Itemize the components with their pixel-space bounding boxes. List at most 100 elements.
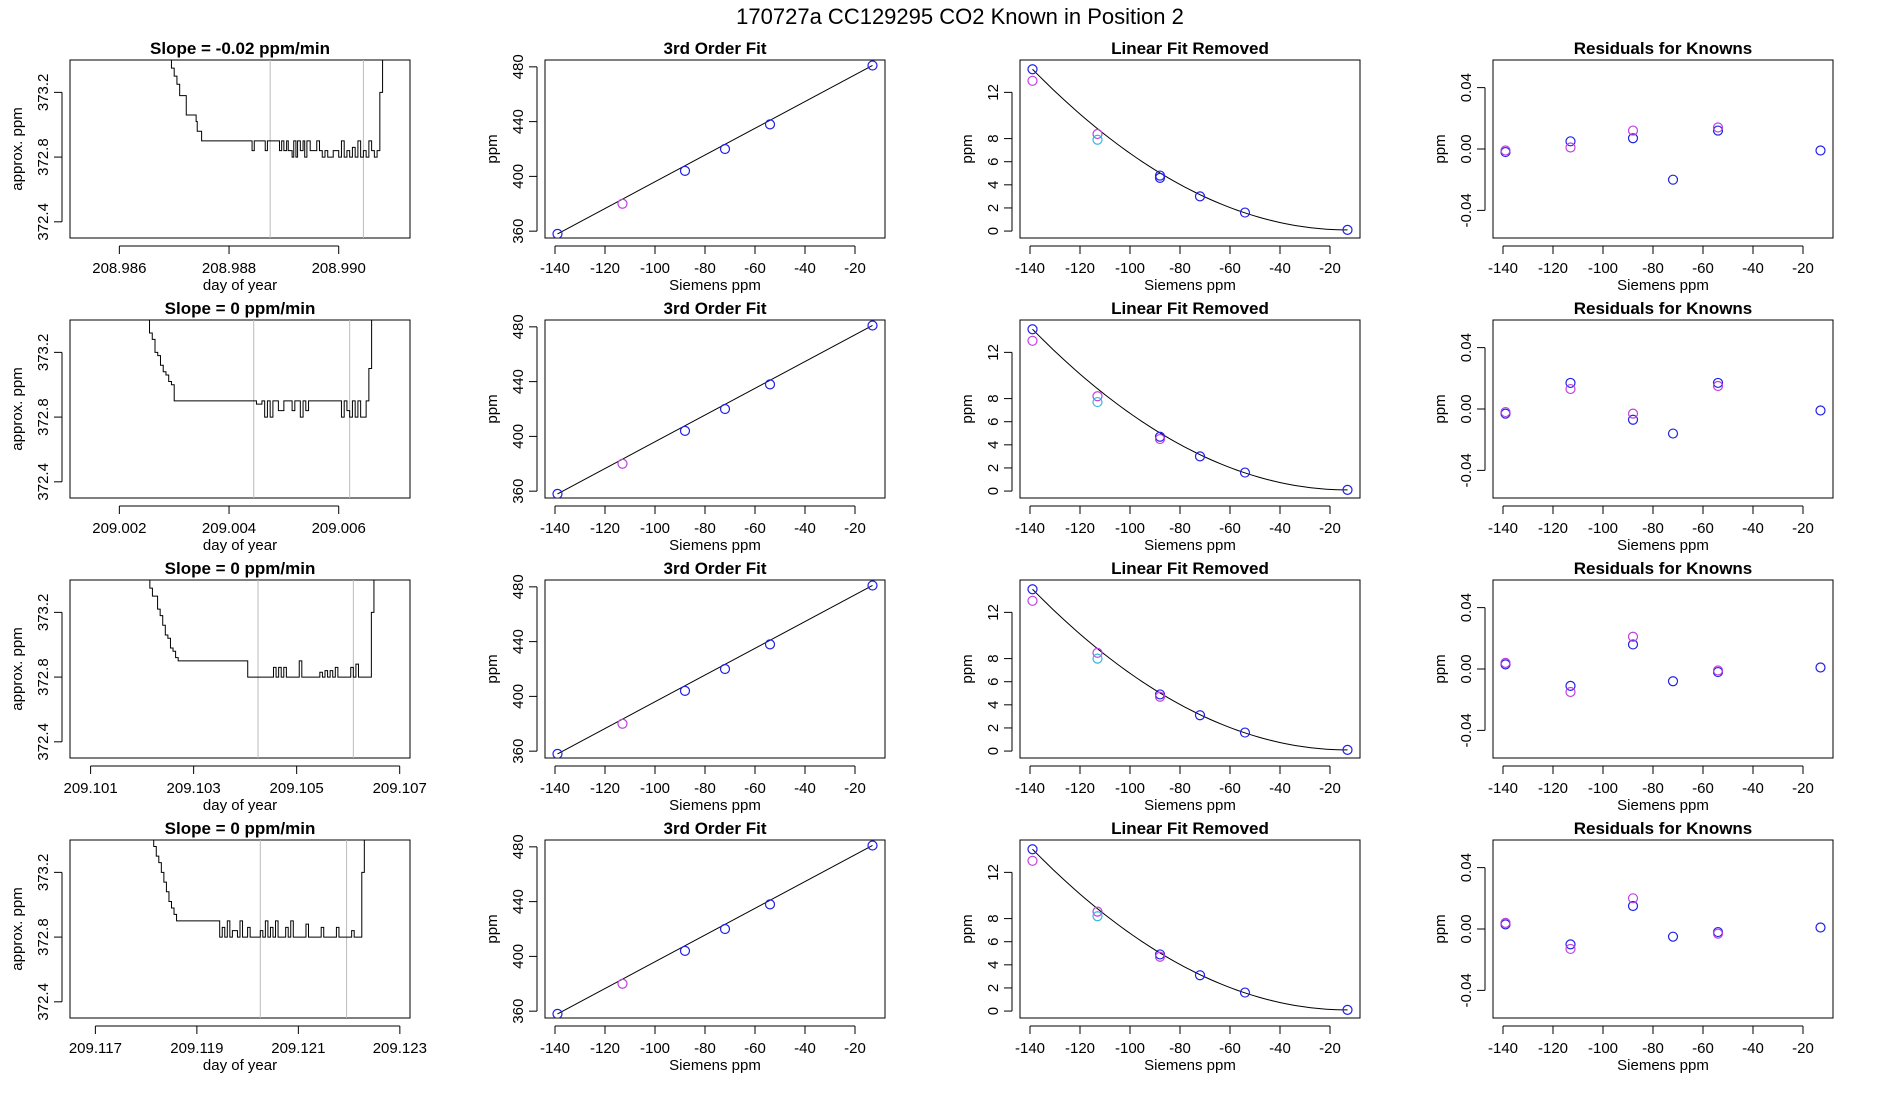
x-tick-label: -60 bbox=[1692, 260, 1714, 277]
panel-title: Linear Fit Removed bbox=[1111, 299, 1269, 318]
data-point-blue bbox=[1194, 710, 1206, 721]
data-point-blue bbox=[1667, 676, 1679, 687]
plot-frame bbox=[1492, 319, 1834, 499]
data-point-blue bbox=[719, 403, 731, 415]
panel-title: Residuals for Knowns bbox=[1574, 819, 1753, 838]
data-point-magenta bbox=[1092, 128, 1103, 140]
plot-area bbox=[1027, 584, 1353, 756]
x-tick-label: -80 bbox=[1169, 1040, 1191, 1057]
y-axis-label: ppm bbox=[484, 394, 501, 423]
y-tick-label: 373.2 bbox=[35, 74, 52, 112]
x-axis-label: Siemens ppm bbox=[669, 1057, 761, 1074]
y-tick-label: 2 bbox=[985, 204, 1002, 212]
y-tick-label: 0.00 bbox=[1458, 654, 1475, 683]
data-point-blue bbox=[1627, 639, 1639, 650]
x-tick-label: -60 bbox=[1219, 1040, 1241, 1057]
plot-area bbox=[1500, 377, 1826, 439]
x-tick-label: -120 bbox=[1538, 780, 1568, 797]
x-tick-label: -40 bbox=[1742, 1040, 1764, 1057]
x-tick-label: -40 bbox=[1742, 520, 1764, 537]
data-point-magenta bbox=[1627, 125, 1639, 136]
data-point-magenta bbox=[1712, 928, 1724, 939]
data-point-magenta bbox=[1027, 595, 1038, 606]
x-tick-label: -100 bbox=[1115, 1040, 1145, 1057]
x-tick-label: 208.990 bbox=[312, 260, 366, 277]
y-tick-label: 2 bbox=[985, 464, 1002, 472]
panel-r4-c3: Linear Fit Removed -140 -120 -100 -80 -60 -40 -… bbox=[959, 819, 1361, 1074]
y-tick-label: 6 bbox=[985, 938, 1002, 946]
fit-line bbox=[557, 585, 873, 755]
y-tick-label: 4 bbox=[985, 441, 1002, 449]
x-tick-label: -120 bbox=[1538, 260, 1568, 277]
data-point-blue bbox=[1565, 680, 1576, 691]
x-tick-label: -100 bbox=[640, 520, 670, 537]
y-tick-label: 6 bbox=[985, 678, 1002, 686]
x-tick-label: -120 bbox=[1538, 1040, 1568, 1057]
plot-area bbox=[552, 580, 878, 758]
y-axis-label: approx. ppm bbox=[9, 367, 26, 450]
x-tick-label: -40 bbox=[794, 780, 816, 797]
x-tick-label: -20 bbox=[844, 520, 866, 537]
y-axis-label: approx. ppm bbox=[9, 107, 26, 190]
x-tick-label: -40 bbox=[1269, 780, 1291, 797]
y-tick-label: 12 bbox=[985, 864, 1002, 881]
x-axis-label: Siemens ppm bbox=[1144, 277, 1236, 294]
y-tick-label: -0.04 bbox=[1458, 193, 1475, 227]
panel-r1-c3: Linear Fit Removed -140 -120 -100 -80 -60 -40 -… bbox=[959, 39, 1361, 294]
y-tick-label: 0.04 bbox=[1458, 73, 1475, 102]
plot-area bbox=[1027, 324, 1353, 496]
data-point-blue bbox=[679, 425, 691, 437]
panel-r2-c3: Linear Fit Removed -140 -120 -100 -80 -60 -40 -… bbox=[959, 299, 1361, 554]
data-point-blue bbox=[719, 663, 731, 675]
data-point-magenta bbox=[1712, 665, 1724, 676]
data-point-magenta bbox=[1500, 657, 1511, 668]
data-point-magenta bbox=[1027, 335, 1038, 346]
data-point-magenta bbox=[617, 458, 628, 469]
data-point-blue bbox=[1815, 405, 1826, 416]
data-point-blue bbox=[1154, 172, 1166, 183]
x-tick-label: -60 bbox=[744, 520, 766, 537]
y-tick-label: 372.4 bbox=[35, 463, 52, 501]
y-axis-label: ppm bbox=[1432, 134, 1449, 163]
y-tick-label: 0 bbox=[985, 487, 1002, 495]
data-point-blue bbox=[764, 119, 776, 130]
y-tick-label: 0.04 bbox=[1458, 593, 1475, 622]
data-point-blue bbox=[1565, 377, 1576, 389]
data-point-blue bbox=[1667, 428, 1679, 439]
y-tick-label: -0.04 bbox=[1458, 713, 1475, 747]
data-point-magenta bbox=[1500, 917, 1511, 928]
x-tick-label: -120 bbox=[1065, 520, 1095, 537]
x-tick-label: -60 bbox=[1692, 1040, 1714, 1057]
x-tick-label: -20 bbox=[1319, 520, 1341, 537]
data-point-blue bbox=[1627, 133, 1639, 144]
panel-title: Linear Fit Removed bbox=[1111, 819, 1269, 838]
y-tick-label: 372.8 bbox=[35, 918, 52, 956]
fit-curve bbox=[1032, 588, 1348, 751]
x-axis-label: Siemens ppm bbox=[1617, 797, 1709, 814]
x-axis-label: day of year bbox=[203, 1057, 277, 1074]
data-point-cyan bbox=[1092, 911, 1103, 922]
data-point-blue bbox=[764, 379, 776, 390]
data-point-magenta bbox=[617, 718, 628, 729]
y-axis-label: ppm bbox=[959, 654, 976, 683]
y-axis-label: ppm bbox=[959, 134, 976, 163]
y-axis-label: ppm bbox=[484, 914, 501, 943]
co2-trace-line bbox=[149, 580, 375, 678]
x-tick-label: -20 bbox=[1319, 1040, 1341, 1057]
y-tick-label: 0 bbox=[985, 1007, 1002, 1015]
data-point-blue bbox=[1342, 224, 1353, 236]
fit-curve bbox=[1032, 328, 1348, 491]
data-point-blue bbox=[1239, 467, 1251, 478]
y-tick-label: 4 bbox=[985, 701, 1002, 709]
plot-frame bbox=[1019, 319, 1361, 499]
data-point-magenta bbox=[1092, 647, 1103, 658]
plot-area bbox=[149, 580, 375, 758]
x-axis-label: Siemens ppm bbox=[669, 797, 761, 814]
x-tick-label: -80 bbox=[694, 780, 716, 797]
x-tick-label: -100 bbox=[1115, 260, 1145, 277]
y-axis-label: approx. ppm bbox=[9, 887, 26, 970]
y-tick-label: 0.00 bbox=[1458, 914, 1475, 943]
x-tick-label: -60 bbox=[1692, 780, 1714, 797]
y-tick-label: 372.4 bbox=[35, 723, 52, 761]
x-axis-label: day of year bbox=[203, 277, 277, 294]
